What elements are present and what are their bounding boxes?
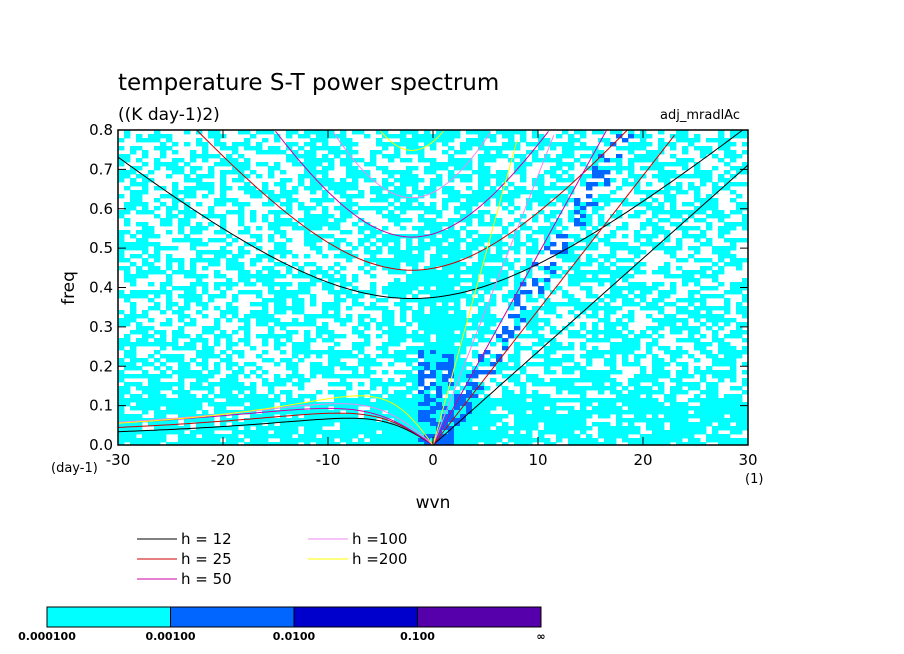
kelvin-wave-curve: [432, 164, 749, 446]
colorbar-segment: [170, 606, 295, 628]
axis-ticks: -30 -20 -10 0 10 20 30 0.0 0.1 0.2 0.3 0.4 0.5 0.6 0.7…: [89, 121, 757, 469]
rossby-wave-curve: [117, 412, 434, 446]
kelvin-wave-curve: [432, 130, 607, 446]
x-tick-label: 30: [738, 451, 757, 469]
legend-label: h =200: [352, 550, 407, 568]
colorbar-label: 0.00100: [145, 630, 195, 643]
x-tick-label: 0: [428, 451, 438, 469]
kelvin-wave-curve: [432, 134, 675, 446]
rossby-wave-curve: [117, 403, 434, 446]
y-tick-label: 0.3: [89, 318, 113, 336]
legend-label: h = 12: [181, 530, 232, 548]
legend-label: h = 50: [181, 570, 232, 588]
x-unit-label: (1): [745, 472, 763, 487]
rossby-wave-curve: [117, 417, 434, 446]
colorbar-label: 0.000100: [18, 630, 76, 643]
y-unit-label: (day-1): [51, 461, 98, 476]
colorbar-label: 0.0100: [273, 630, 316, 643]
legend: h = 12 h = 25 h = 50 h =100 h =200: [137, 530, 407, 588]
chart-title: temperature S-T power spectrum: [118, 70, 499, 96]
power-contours: [118, 130, 748, 445]
y-tick-label: 0.0: [89, 436, 113, 454]
chart-subtitle: ((K day-1)2): [118, 105, 220, 125]
colorbar-segment: [46, 606, 171, 628]
colorbar: 0.000100 0.00100 0.0100 0.100 ∞: [18, 606, 546, 643]
kelvin-wave-curve: [432, 135, 555, 446]
x-tick-label: 20: [633, 451, 652, 469]
gravity-wave-curve: [196, 129, 628, 271]
gravity-wave-curve: [275, 130, 549, 238]
x-axis-label: wvn: [416, 493, 451, 513]
x-tick-label: -20: [211, 451, 236, 469]
legend-label: h =100: [352, 530, 407, 548]
y-tick-label: 0.4: [89, 279, 113, 297]
y-tick-label: 0.7: [89, 160, 113, 178]
kelvin-wave-curve: [432, 140, 518, 446]
y-tick-label: 0.6: [89, 200, 113, 218]
rossby-wave-curve: [117, 395, 434, 446]
gravity-wave-curve: [380, 130, 444, 152]
gravity-wave-curve: [332, 131, 492, 199]
x-tick-label: -30: [106, 451, 131, 469]
gravity-wave-curve: [117, 129, 744, 299]
colorbar-segment: [293, 606, 418, 628]
y-tick-label: 0.8: [89, 121, 113, 139]
x-tick-label: 10: [528, 451, 547, 469]
y-tick-label: 0.2: [89, 357, 113, 375]
dispersion-curves: [117, 129, 749, 446]
colorbar-segment: [417, 606, 542, 628]
colorbar-label: ∞: [536, 630, 545, 643]
x-tick-label: -10: [316, 451, 341, 469]
experiment-label: adj_mradlAc: [660, 108, 740, 123]
y-tick-label: 0.5: [89, 239, 113, 257]
y-axis-label: freq: [59, 271, 79, 305]
y-tick-label: 0.1: [89, 397, 113, 415]
colorbar-label: 0.100: [400, 630, 435, 643]
legend-label: h = 25: [181, 550, 232, 568]
